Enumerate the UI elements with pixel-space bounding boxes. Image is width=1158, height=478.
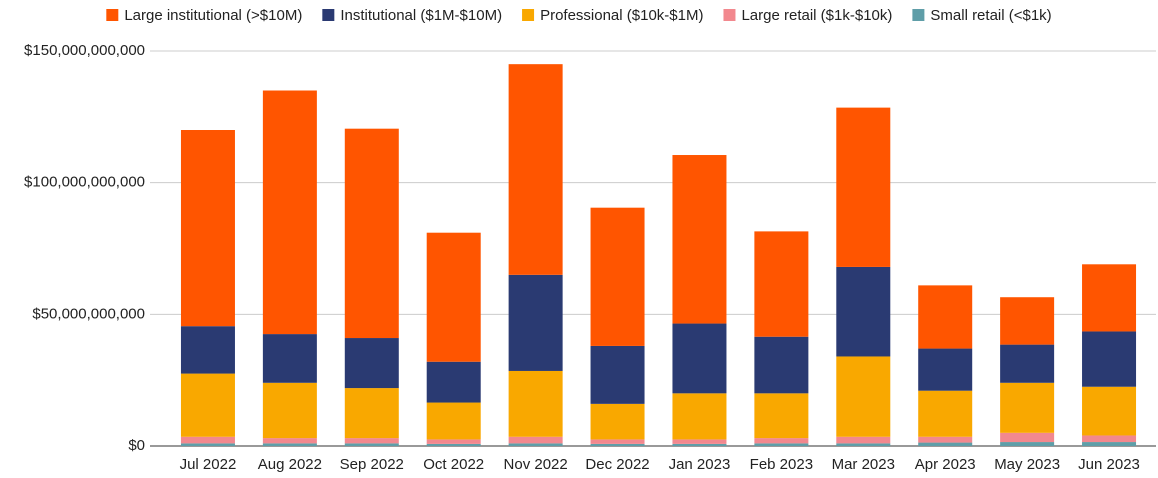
bar-segment <box>1082 264 1137 332</box>
bar-segment <box>180 436 235 444</box>
bar-segment <box>590 403 645 440</box>
legend-swatch <box>522 9 535 21</box>
bar-segment <box>918 442 973 446</box>
bar-segment <box>754 438 809 444</box>
legend-swatch <box>322 9 335 21</box>
bar-segment <box>180 373 235 437</box>
bar-segment <box>918 436 973 443</box>
bar-segment <box>590 443 645 446</box>
bar-segment <box>426 443 481 446</box>
legend-label: Large institutional (>$10M) <box>124 7 302 24</box>
bar-segment <box>262 90 317 335</box>
bar-segment <box>508 274 563 371</box>
legend-label: Professional ($10k-$1M) <box>540 7 703 24</box>
bar-segment <box>344 438 399 444</box>
bar-segment <box>836 436 891 444</box>
legend-label: Large retail ($1k-$10k) <box>741 7 892 24</box>
bar-segment <box>1000 297 1055 345</box>
x-tick-label: Feb 2023 <box>750 456 813 473</box>
bar-segment <box>426 402 481 440</box>
bar-segment <box>426 232 481 362</box>
bar-segment <box>508 443 563 446</box>
bar-segment <box>590 345 645 404</box>
bar-segment <box>918 285 973 349</box>
legend-swatch <box>106 9 119 21</box>
bar-segment <box>754 393 809 439</box>
bar-segment <box>672 443 727 446</box>
bar-segment <box>344 388 399 439</box>
bar-segment <box>672 155 727 324</box>
bar-segment <box>508 436 563 444</box>
legend-swatch <box>912 9 925 21</box>
x-tick-label: Jun 2023 <box>1078 456 1140 473</box>
bar-segment <box>918 348 973 391</box>
x-tick-label: Jul 2022 <box>180 456 237 473</box>
bar-segment <box>180 326 235 374</box>
x-tick-label: Mar 2023 <box>832 456 895 473</box>
bar-segment <box>672 323 727 394</box>
bar-segment <box>180 443 235 446</box>
bar-segment <box>754 231 809 337</box>
y-tick-label: $100,000,000,000 <box>24 174 145 191</box>
bar-segment <box>1082 386 1137 436</box>
bar-segment <box>836 107 891 267</box>
bar-segment <box>918 390 973 437</box>
bar-segment <box>508 64 563 275</box>
x-tick-label: Nov 2022 <box>504 456 568 473</box>
bar-segment <box>836 356 891 437</box>
bar-segment <box>590 207 645 346</box>
bar-segment <box>1000 442 1055 446</box>
x-tick-label: Dec 2022 <box>585 456 649 473</box>
bar-segment <box>754 443 809 446</box>
bar-segment <box>262 334 317 383</box>
x-tick-label: Oct 2022 <box>423 456 484 473</box>
y-tick-label: $0 <box>128 437 145 454</box>
bar-segment <box>344 338 399 389</box>
bar-segment <box>672 393 727 440</box>
x-tick-label: Jan 2023 <box>669 456 731 473</box>
bar-segment <box>836 266 891 357</box>
bar-segment <box>836 443 891 446</box>
bar-segment <box>262 438 317 444</box>
bar-segment <box>426 439 481 444</box>
legend-label: Institutional ($1M-$10M) <box>340 7 502 24</box>
bar-segment <box>262 382 317 439</box>
bar-segment <box>1082 442 1137 446</box>
legend-label: Small retail (<$1k) <box>930 7 1051 24</box>
bar-segment <box>672 439 727 444</box>
x-tick-label: Aug 2022 <box>258 456 322 473</box>
bar-segment <box>1000 344 1055 383</box>
y-tick-label: $150,000,000,000 <box>24 42 145 59</box>
bar-segment <box>426 361 481 403</box>
bar-segment <box>590 439 645 444</box>
bar-segment <box>344 128 399 339</box>
bar-segment <box>1000 432 1055 443</box>
legend-swatch <box>723 9 736 21</box>
bar-segment <box>262 443 317 446</box>
y-tick-label: $50,000,000,000 <box>32 305 145 322</box>
bar-segment <box>180 130 235 327</box>
bar-segment <box>1082 331 1137 387</box>
bar-segment <box>1000 382 1055 433</box>
x-tick-label: Apr 2023 <box>915 456 976 473</box>
x-tick-label: May 2023 <box>994 456 1060 473</box>
bar-segment <box>1082 435 1137 443</box>
bar-segment <box>344 443 399 446</box>
bar-segment <box>508 370 563 437</box>
bar-segment <box>754 336 809 394</box>
x-tick-label: Sep 2022 <box>340 456 404 473</box>
